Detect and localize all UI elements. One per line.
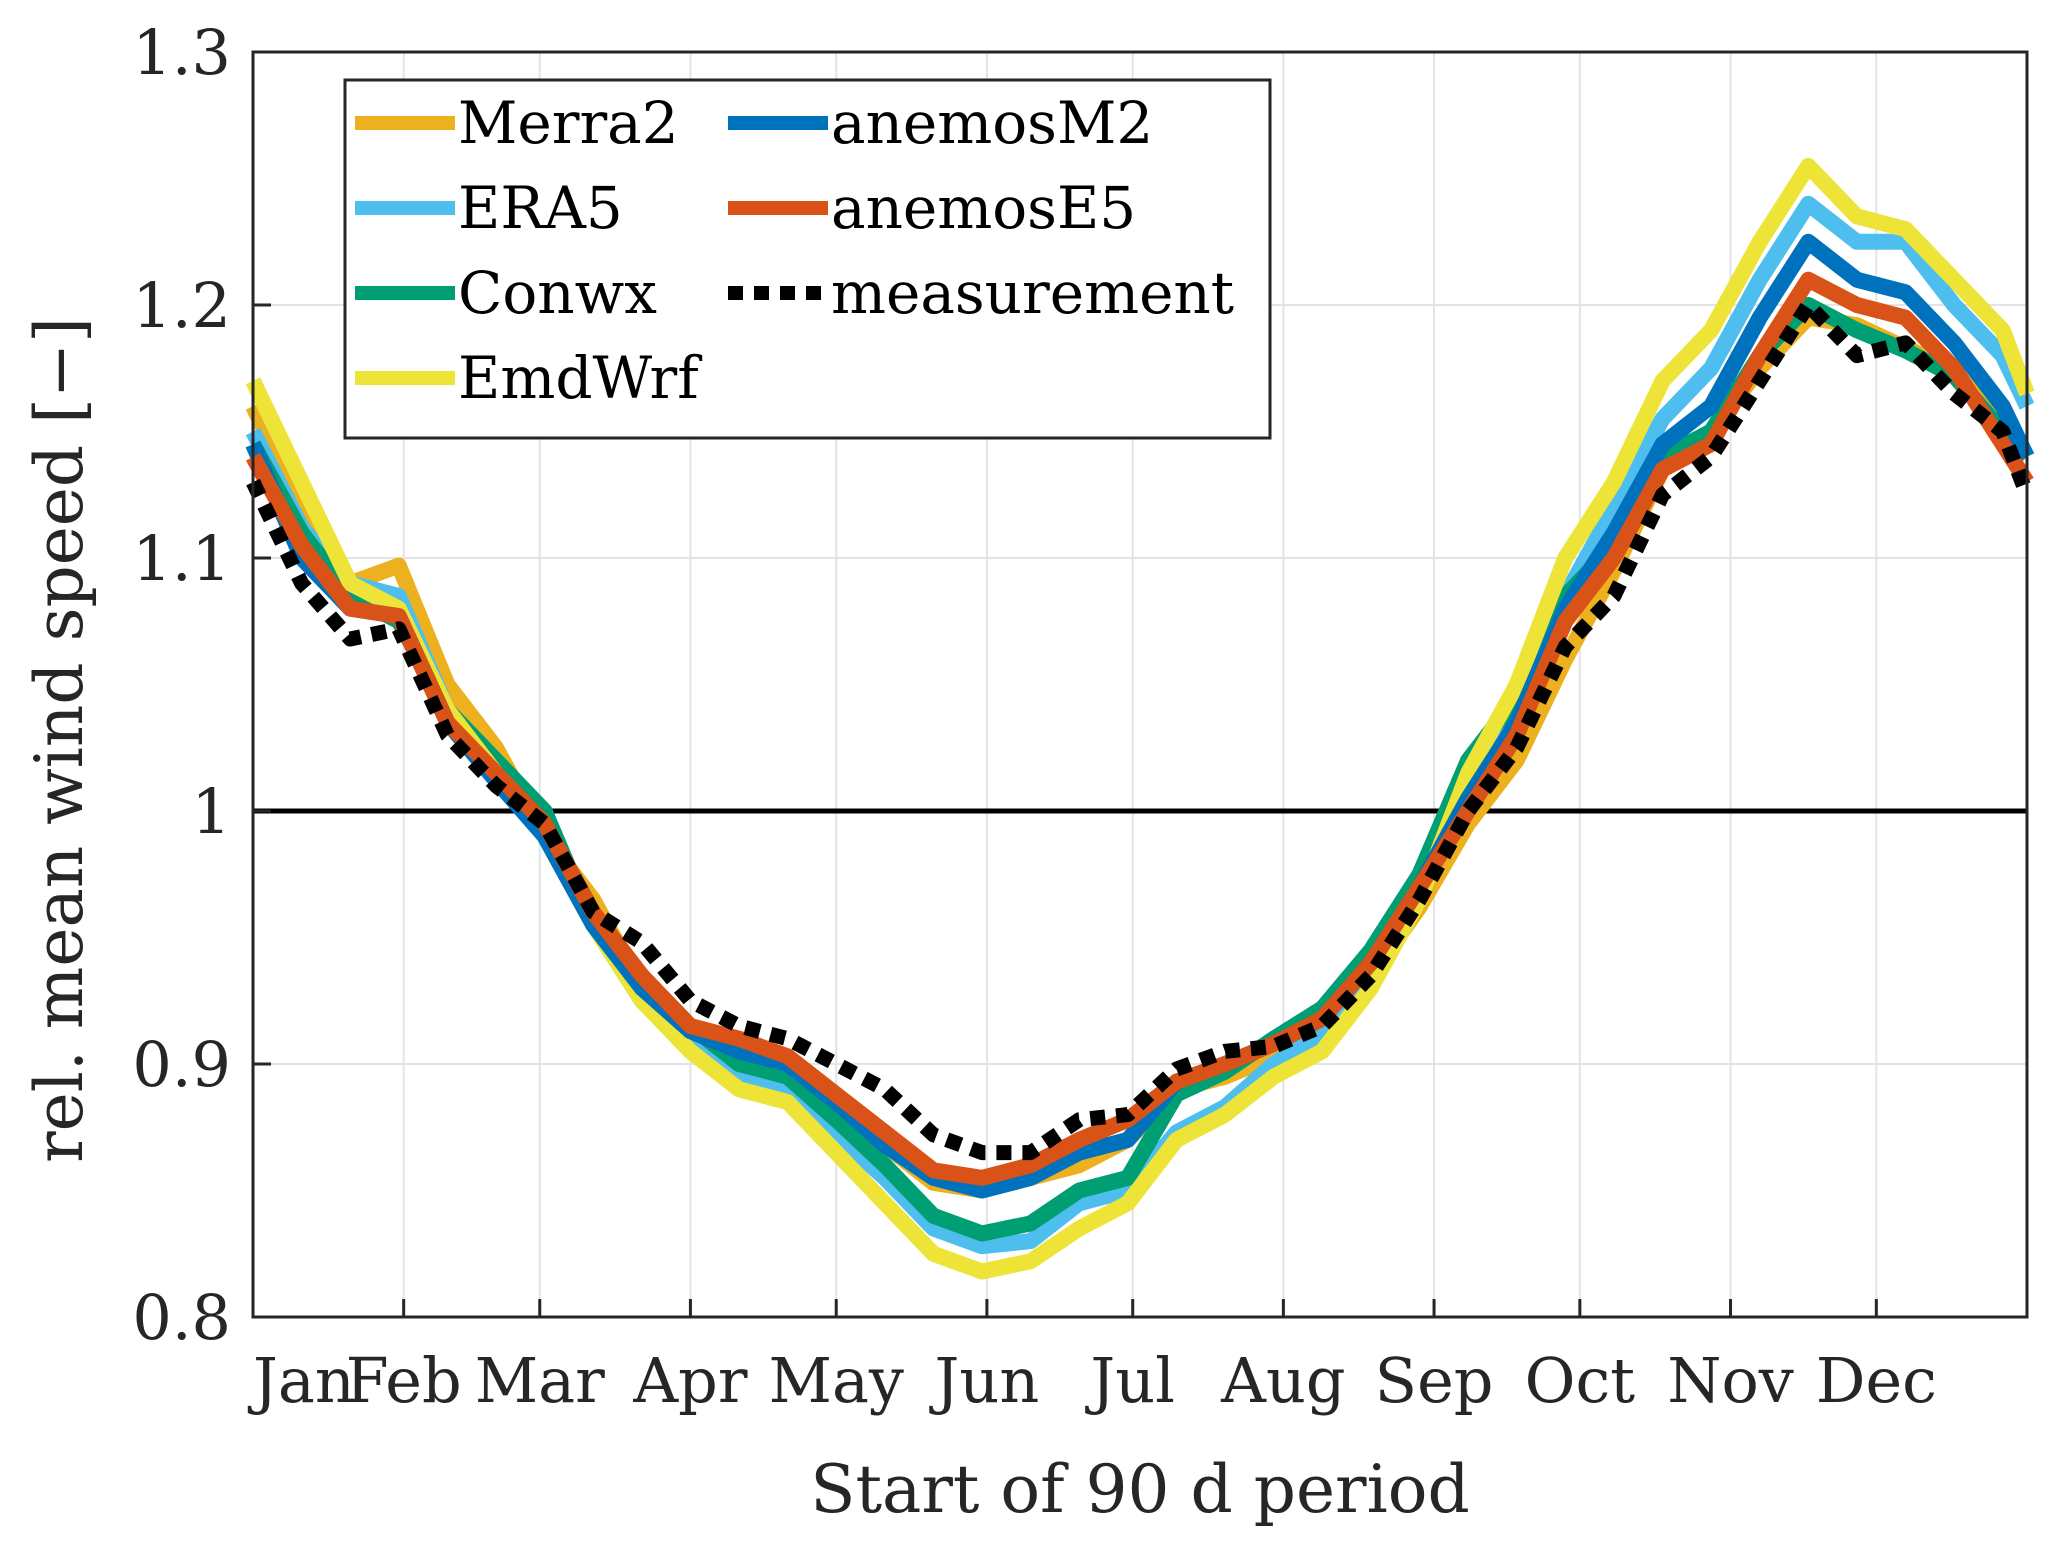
- legend: Merra2 ERA5 Conwx EmdWrf anemosM2 anemosE5 mea…: [343, 78, 1272, 440]
- x-tick-label: Sep: [1375, 1344, 1494, 1417]
- legend-label-emdwrf: EmdWrf: [458, 344, 702, 412]
- x-tick-label: Mar: [475, 1344, 605, 1417]
- x-tick-label: Jul: [1084, 1344, 1175, 1417]
- legend-label-anemosm2: anemosM2: [831, 89, 1153, 157]
- series-line-merra2: [245, 309, 2033, 1199]
- legend-label-measurement: measurement: [831, 259, 1234, 327]
- legend-box: [343, 78, 1272, 440]
- y-tick-label: 1.3: [132, 16, 231, 89]
- legend-label-merra2: Merra2: [458, 89, 679, 157]
- y-tick-label: 1: [192, 775, 231, 848]
- y-tick-label: 1.1: [132, 522, 231, 595]
- y-tick-label: 0.9: [132, 1028, 231, 1101]
- y-axis-label: rel. mean wind speed [−]: [21, 317, 98, 1163]
- x-tick-label: Oct: [1525, 1344, 1636, 1417]
- series-line-measurement: [246, 297, 2035, 1161]
- legend-label-anemose5: anemosE5: [831, 174, 1136, 242]
- x-tick-label: Dec: [1816, 1344, 1937, 1417]
- y-tick-label: 1.2: [132, 269, 231, 342]
- x-tick-label: Feb: [346, 1344, 462, 1417]
- plot-frame: [251, 50, 2029, 1319]
- x-tick-label: Jan: [247, 1344, 355, 1417]
- legend-label-era5: ERA5: [458, 174, 623, 242]
- x-tick-label: Aug: [1220, 1344, 1345, 1417]
- legend-label-conwx: Conwx: [458, 259, 657, 327]
- x-axis-label: Start of 90 d period: [810, 1451, 1469, 1528]
- x-tick-label: Nov: [1667, 1344, 1794, 1417]
- y-tick-label: 0.8: [132, 1281, 231, 1354]
- series-layer: [245, 157, 2035, 1280]
- x-tick-label: Jun: [929, 1344, 1040, 1417]
- x-tick-label: Apr: [632, 1344, 747, 1417]
- x-tick-label: May: [768, 1344, 903, 1417]
